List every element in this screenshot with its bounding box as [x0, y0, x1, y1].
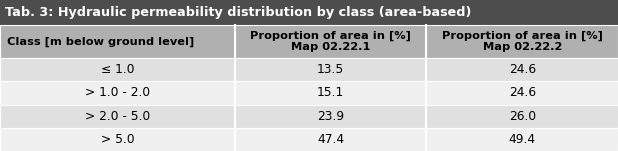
Bar	[0, 104, 235, 128]
Text: 13.5: 13.5	[317, 63, 344, 76]
Text: ≤ 1.0: ≤ 1.0	[101, 63, 134, 76]
Text: 23.9: 23.9	[317, 110, 344, 123]
Text: > 1.0 - 2.0: > 1.0 - 2.0	[85, 87, 150, 100]
Text: 26.0: 26.0	[509, 110, 536, 123]
Text: Class [m below ground level]: Class [m below ground level]	[7, 36, 195, 47]
Bar	[426, 81, 618, 104]
Text: 47.4: 47.4	[317, 133, 344, 146]
Bar	[426, 58, 618, 81]
Bar	[235, 58, 426, 81]
Bar	[0, 128, 235, 151]
Text: 24.6: 24.6	[509, 63, 536, 76]
Bar	[426, 25, 618, 58]
Text: Proportion of area in [%]
Map 02.22.2: Proportion of area in [%] Map 02.22.2	[442, 31, 603, 52]
Text: Tab. 3: Hydraulic permeability distribution by class (area-based): Tab. 3: Hydraulic permeability distribut…	[5, 6, 472, 19]
Bar	[426, 128, 618, 151]
Bar	[0, 58, 235, 81]
Bar	[0, 81, 235, 104]
Bar	[0, 0, 618, 25]
Text: > 2.0 - 5.0: > 2.0 - 5.0	[85, 110, 150, 123]
Text: 15.1: 15.1	[317, 87, 344, 100]
Bar	[235, 81, 426, 104]
Text: > 5.0: > 5.0	[101, 133, 134, 146]
Text: 24.6: 24.6	[509, 87, 536, 100]
Bar	[235, 104, 426, 128]
Bar	[235, 25, 426, 58]
Bar	[426, 104, 618, 128]
Bar	[0, 25, 235, 58]
Text: Proportion of area in [%]
Map 02.22.1: Proportion of area in [%] Map 02.22.1	[250, 31, 411, 52]
Bar	[235, 128, 426, 151]
Text: 49.4: 49.4	[509, 133, 536, 146]
